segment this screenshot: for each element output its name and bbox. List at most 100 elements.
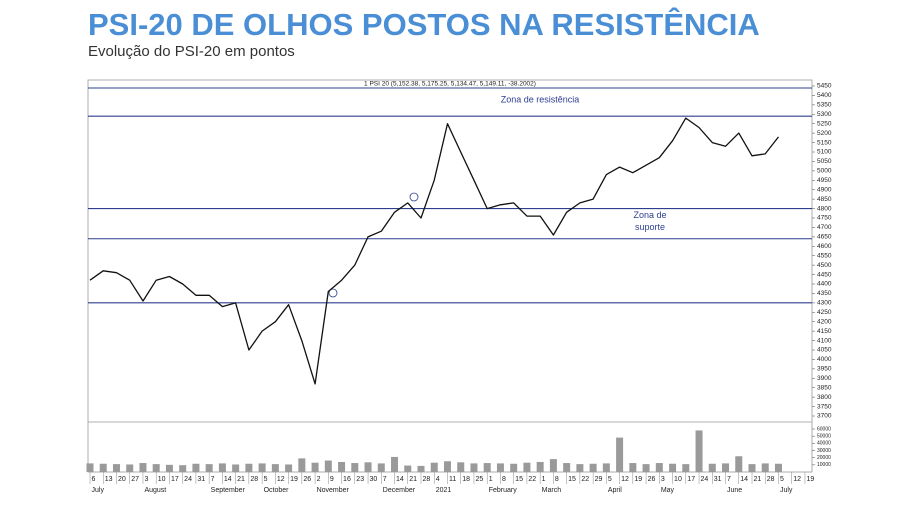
y2-tick-label: 60000 <box>817 426 831 432</box>
month-label: October <box>264 487 290 494</box>
volume-bar <box>523 462 531 472</box>
volume-bar <box>192 463 200 472</box>
annotation: Zona de resistência <box>501 95 580 105</box>
month-label: May <box>661 487 675 494</box>
volume-bar <box>218 463 226 472</box>
volume-bar <box>748 464 756 472</box>
x-tick-label: 6 <box>92 476 96 483</box>
y-tick-label: 4700 <box>817 224 832 231</box>
volume-bar <box>483 463 491 472</box>
month-label: August <box>144 487 166 494</box>
x-tick-label: 11 <box>449 476 456 483</box>
volume-bar <box>457 462 465 472</box>
volume-bar <box>616 437 624 472</box>
y-tick-label: 4450 <box>817 271 832 278</box>
annotation: Zona de <box>633 210 666 220</box>
volume-bar <box>563 463 571 472</box>
volume-bar <box>245 463 253 472</box>
y-tick-label: 4500 <box>817 262 832 269</box>
volume-bar <box>682 464 690 472</box>
y-tick-label: 5150 <box>817 139 832 146</box>
y-tick-label: 4550 <box>817 252 832 259</box>
y-tick-label: 4900 <box>817 186 832 193</box>
volume-bar <box>364 462 372 472</box>
price-line <box>89 117 780 385</box>
x-tick-label: 27 <box>131 476 139 483</box>
y-tick-label: 4300 <box>817 300 832 307</box>
volume-bar <box>589 463 597 472</box>
volume-bar <box>576 464 584 472</box>
volume-bar <box>735 456 743 472</box>
x-tick-label: 17 <box>687 476 695 483</box>
volume-bar <box>152 464 160 472</box>
y-tick-label: 4950 <box>817 177 832 184</box>
y-tick-label: 4150 <box>817 328 832 335</box>
y-tick-label: 3750 <box>817 403 832 410</box>
x-tick-label: 21 <box>237 476 245 483</box>
x-tick-label: 14 <box>740 476 748 483</box>
y-tick-label: 4000 <box>817 356 832 363</box>
x-tick-label: 24 <box>184 476 192 483</box>
x-tick-label: 14 <box>224 476 232 483</box>
x-tick-label: 19 <box>806 476 814 483</box>
month-label: April <box>608 487 622 494</box>
y-tick-label: 4100 <box>817 337 832 344</box>
x-tick-label: 10 <box>674 476 682 483</box>
x-tick-label: 15 <box>568 476 576 483</box>
volume-bar <box>695 430 703 472</box>
y-tick-label: 5050 <box>817 158 832 165</box>
x-tick-label: 7 <box>383 476 387 483</box>
x-tick-label: 4 <box>436 476 440 483</box>
x-tick-label: 28 <box>250 476 258 483</box>
chart-title: PSI-20 DE OLHOS POSTOS NA RESISTÊNCIA <box>88 6 760 42</box>
x-tick-label: 5 <box>608 476 612 483</box>
y-tick-label: 4800 <box>817 205 832 212</box>
x-tick-label: 31 <box>197 476 205 483</box>
volume-bar <box>761 463 769 472</box>
volume-bar <box>324 460 332 472</box>
x-tick-label: 30 <box>370 476 378 483</box>
x-tick-label: 1 <box>542 476 546 483</box>
volume-bar <box>338 461 346 472</box>
y2-tick-label: 50000 <box>817 433 831 439</box>
y-tick-label: 5100 <box>817 149 832 156</box>
x-tick-label: 7 <box>211 476 215 483</box>
volume-bar <box>139 463 147 472</box>
y-tick-label: 4400 <box>817 281 832 288</box>
x-tick-label: 29 <box>595 476 603 483</box>
annotation: suporte <box>635 222 665 232</box>
plot-frame <box>87 79 813 473</box>
y-tick-label: 4600 <box>817 243 832 250</box>
y-tick-label: 4750 <box>817 215 832 222</box>
x-tick-label: 5 <box>264 476 268 483</box>
x-tick-label: 1 <box>489 476 493 483</box>
x-tick-label: 21 <box>409 476 417 483</box>
volume-bar <box>165 464 173 472</box>
chart-subtitle: Evolução do PSI-20 em pontos <box>88 43 295 60</box>
y-tick-label: 3700 <box>817 413 832 420</box>
smiley <box>328 192 419 298</box>
volume-bar <box>417 465 425 472</box>
volume-bar <box>655 463 663 472</box>
volume-bar <box>642 464 650 472</box>
x-tick-label: 19 <box>634 476 642 483</box>
month-label: September <box>211 487 246 494</box>
y-tick-label: 3950 <box>817 366 832 373</box>
volume-bar <box>536 461 544 472</box>
volume-bar <box>179 465 187 472</box>
month-label: July <box>92 487 105 494</box>
volume-bar <box>549 459 557 472</box>
month-label: December <box>383 487 416 494</box>
y2-tick-label: 40000 <box>817 441 831 447</box>
x-tick-label: 21 <box>754 476 762 483</box>
volume-bar <box>496 463 504 472</box>
y-tick-label: 3850 <box>817 384 832 391</box>
y-tick-label: 4250 <box>817 309 832 316</box>
volume-bar <box>443 461 451 472</box>
x-tick-label: 12 <box>793 476 801 483</box>
volume-bar <box>86 463 94 472</box>
volume-bar <box>126 464 134 472</box>
x-tick-label: 23 <box>356 476 364 483</box>
volume-bar <box>205 464 213 472</box>
